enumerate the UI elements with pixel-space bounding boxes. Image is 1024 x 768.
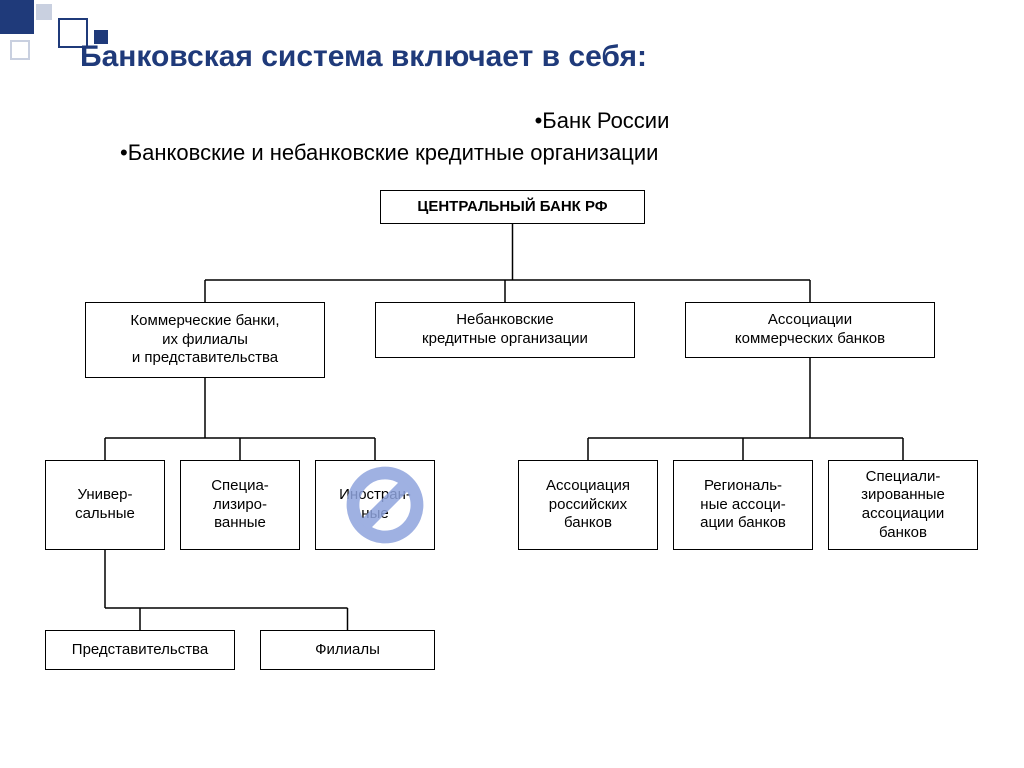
tree-node: Ассоциацияроссийскихбанков	[518, 460, 658, 550]
deco-square	[10, 40, 30, 60]
tree-node: Специа-лизиро-ванные	[180, 460, 300, 550]
slide-title: Банковская система включает в себя:	[80, 40, 647, 74]
org-chart-diagram: ЦЕНТРАЛЬНЫЙ БАНК РФ Коммерческие банки,их…	[45, 190, 980, 730]
tree-node: Универ-сальные	[45, 460, 165, 550]
tree-node: Специали-зированныеассоциациибанков	[828, 460, 978, 550]
tree-node: Ассоциациикоммерческих банков	[685, 302, 935, 358]
bullet-list: •Банк России •Банковские и небанковские …	[60, 108, 964, 172]
tree-node: Иностран-ные	[315, 460, 435, 550]
tree-node: Филиалы	[260, 630, 435, 670]
tree-node: ЦЕНТРАЛЬНЫЙ БАНК РФ	[380, 190, 645, 224]
deco-square	[0, 0, 34, 34]
tree-node: Коммерческие банки,их филиалыи представи…	[85, 302, 325, 378]
tree-node: Региональ-ные ассоци-ации банков	[673, 460, 813, 550]
deco-square	[36, 4, 52, 20]
bullet-item: •Банк России	[60, 108, 964, 134]
tree-node: Представительства	[45, 630, 235, 670]
tree-node: Небанковскиекредитные организации	[375, 302, 635, 358]
bullet-item: •Банковские и небанковские кредитные орг…	[60, 140, 964, 166]
